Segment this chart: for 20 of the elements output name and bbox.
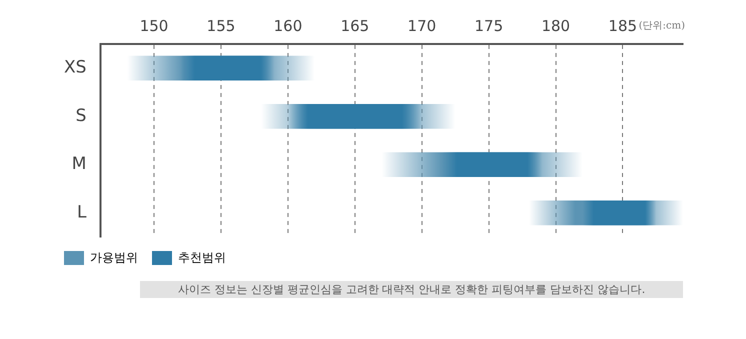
x-tick-label: 165 [340,16,370,35]
y-tick-label: S [76,106,86,126]
y-tick-label: L [76,202,87,222]
legend-label: 추천범위 [178,250,226,264]
text: 사이즈 정보는 신장별 평균인심을 고려한 대략적 안내로 정확한 피팅여부를 담보하진 않습니다. [140,281,683,298]
x-tick-label: 160 [274,16,302,35]
x-tick-label: 155 [206,16,236,35]
bar [180,56,275,80]
y-tick-label: XS [64,58,86,78]
legend-label: 가용범위 [90,250,138,264]
y-tick-label: M [72,154,86,174]
x-tick-label: 170 [408,16,436,35]
bar [582,200,657,226]
x-tick-label: 185 [608,16,638,35]
bar [442,152,543,177]
bar [288,104,422,129]
x-tick-label: 180 [541,16,570,35]
x-tick-label: 175 [474,16,504,35]
x-tick-label: 150 [140,16,168,35]
text: (단위:cm) [638,20,686,32]
